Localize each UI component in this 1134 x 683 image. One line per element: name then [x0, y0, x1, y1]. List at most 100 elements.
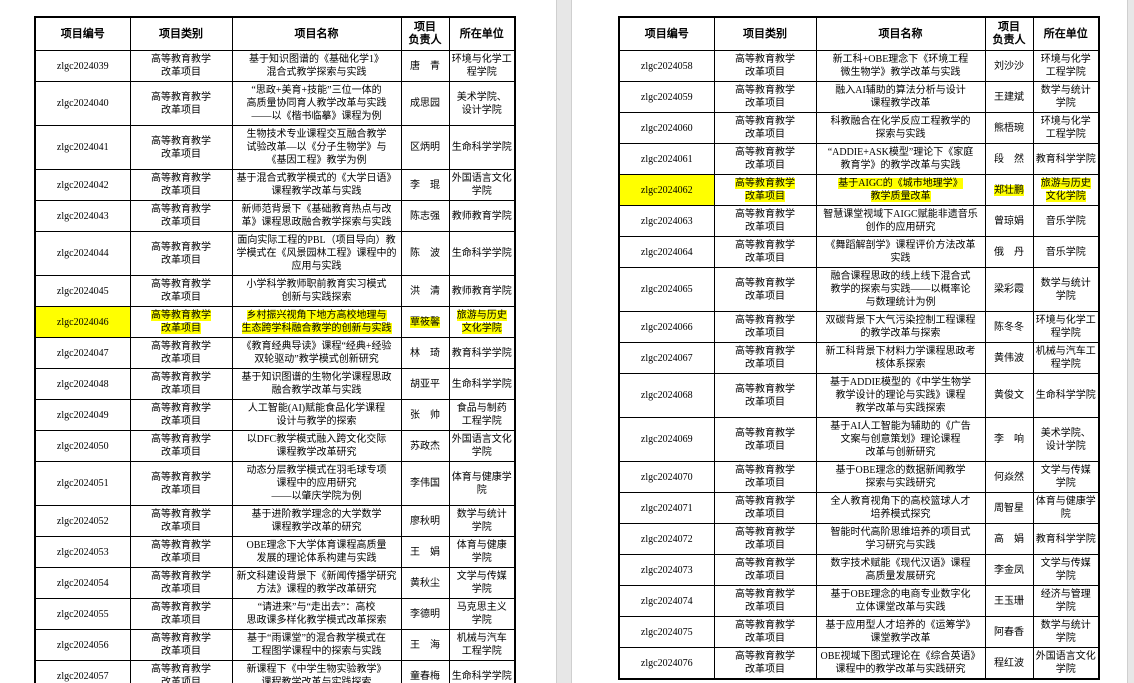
project-id-cell-text: zlgc2024059	[640, 91, 693, 103]
category-cell-text: 高等教育教学 改革项目	[735, 558, 795, 582]
project-id-cell: zlgc2024066	[618, 311, 715, 343]
unit-cell: 文学与传媒 学院	[1032, 461, 1100, 493]
unit-cell-text: 环境与化学 工程学院	[1040, 116, 1091, 140]
category-cell: 高等教育教学 改革项目	[129, 629, 233, 661]
name-cell: 基于OBE理念的数据新闻教学 探索与实践研究	[815, 461, 986, 493]
unit-cell-text: 食品与制药 工程学院	[456, 403, 507, 427]
unit-cell-text: 教育科学学院	[451, 347, 512, 359]
name-cell-text: 基于ADDIE模型的《中学生物学 教学设计的理论与实践》课程 教学改革与实践探索	[829, 377, 972, 414]
leader-cell: 熊梧琬	[984, 112, 1034, 144]
project-id-cell-text: zlgc2024070	[640, 471, 693, 483]
unit-cell-text: 数学与统计 学院	[456, 509, 507, 533]
leader-cell-text: 苏政杰	[410, 440, 440, 452]
column-header: 项目名称	[815, 16, 986, 51]
project-id-cell: zlgc2024067	[618, 342, 715, 374]
table-row: zlgc2024050 高等教育教学 改革项目 以DFC教学模式融入跨文化交际 课程…	[34, 430, 516, 462]
column-header: 项目 负责人	[400, 16, 450, 51]
unit-cell: 教育科学学院	[1032, 523, 1100, 555]
unit-cell: 生命科学学院	[448, 660, 516, 683]
unit-cell-text: 体育与健康学 院	[451, 471, 512, 496]
name-cell-text: “思政+美育+技能”三位一体的 高质量协同育人教学改革与实践 ——以《楷书临摹》…	[246, 85, 387, 122]
unit-cell: 美术学院、 设计学院	[1032, 417, 1100, 462]
name-cell: 新文科建设背景下《新闻传播学研究 方法》课程的教学改革研究	[231, 567, 402, 599]
project-id-cell: zlgc2024062	[618, 174, 715, 206]
leader-cell: 程红波	[984, 647, 1034, 680]
name-cell: 动态分层教学模式在羽毛球专项 课程中的应用研究 ——以肇庆学院为例	[231, 461, 402, 506]
project-id-cell: zlgc2024075	[618, 616, 715, 648]
table-row: zlgc2024076 高等教育教学 改革项目 OBE视域下图式理论在《综合英语》 …	[618, 647, 1100, 680]
category-cell: 高等教育教学 改革项目	[129, 505, 233, 537]
leader-cell: 苏政杰	[400, 430, 450, 462]
name-cell: 融入AI辅助的算法分析与设计 课程教学改革	[815, 81, 986, 113]
category-cell-text: 高等教育教学 改革项目	[735, 147, 795, 171]
leader-cell: 王 娟	[400, 536, 450, 568]
name-cell-text: 基于应用型人才培养的《运筹学》 课堂教学改革	[825, 620, 976, 644]
unit-cell: 环境与化学 工程学院	[1032, 50, 1100, 82]
project-id-cell: zlgc2024069	[618, 417, 715, 462]
unit-cell-text: 生命科学学院	[1035, 390, 1096, 401]
project-id-cell: zlgc2024049	[34, 399, 131, 431]
project-id-cell: zlgc2024071	[618, 492, 715, 524]
category-cell-text: 高等教育教学 改革项目	[151, 54, 211, 78]
project-id-cell-text: zlgc2024061	[640, 153, 693, 165]
name-cell-text: 《教育经典导读》课程“经典+经验 双轮驱动”教学模式创新研究	[241, 341, 392, 365]
table-row: zlgc2024061 高等教育教学 改革项目 “ADDIE+ASK模型”理论下《家…	[618, 143, 1100, 175]
unit-cell-text: 数学与统计 学院	[1040, 85, 1091, 109]
category-cell: 高等教育教学 改革项目	[129, 399, 233, 431]
table-row: zlgc2024074 高等教育教学 改革项目 基于OBE理念的电商专业数字化 立体…	[618, 585, 1100, 617]
table-row: zlgc2024042 高等教育教学 改革项目 基于混合式教学模式的《大学日语》 课…	[34, 169, 516, 201]
category-cell: 高等教育教学 改革项目	[713, 523, 817, 555]
leader-cell: 陈冬冬	[984, 311, 1034, 343]
leader-cell-text: 王 娟	[410, 546, 440, 558]
project-id-cell: zlgc2024053	[34, 536, 131, 568]
category-cell: 高等教育教学 改革项目	[713, 267, 817, 312]
category-cell-text: 高等教育教学 改革项目	[735, 383, 795, 408]
name-cell: 智能时代高阶思维培养的项目式 学习研究与实践	[815, 523, 986, 555]
leader-cell: 王 海	[400, 629, 450, 661]
name-cell-text: 面向实际工程的PBL（项目导向）教 学模式在《风景园林工程》课程中的 应用与实践	[236, 235, 397, 272]
unit-cell: 教育科学学院	[1032, 143, 1100, 175]
name-cell: 双碳背景下大气污染控制工程课程 的教学改革与探索	[815, 311, 986, 343]
leader-cell-text: 俄 丹	[994, 246, 1024, 258]
table-row: zlgc2024044 高等教育教学 改革项目 面向实际工程的PBL（项目导向）教 …	[34, 231, 516, 276]
project-id-cell-text: zlgc2024068	[640, 390, 693, 401]
unit-cell: 经济与管理 学院	[1032, 585, 1100, 617]
leader-cell-text: 黄伟波	[994, 352, 1024, 364]
leader-cell: 阿春香	[984, 616, 1034, 648]
name-cell-text: OBE视域下图式理论在《综合英语》 课程中的教学改革与实践研究	[820, 651, 981, 675]
category-cell: 高等教育教学 改革项目	[129, 337, 233, 369]
name-cell: 新课程下《中学生物实验教学》 课程教学改革与实践探索	[231, 660, 402, 683]
leader-cell: 高 娟	[984, 523, 1034, 555]
leader-cell: 周智星	[984, 492, 1034, 524]
project-id-cell: zlgc2024044	[34, 231, 131, 276]
unit-cell: 生命科学学院	[448, 231, 516, 276]
column-header: 项目编号	[618, 16, 715, 51]
category-cell: 高等教育教学 改革项目	[713, 373, 817, 418]
name-cell-text: 融入AI辅助的算法分析与设计 课程教学改革	[835, 85, 966, 109]
project-id-cell-text: zlgc2024055	[56, 608, 109, 620]
page-divider	[556, 0, 572, 683]
leader-cell-text: 熊梧琬	[994, 122, 1024, 134]
project-id-cell-text: zlgc2024066	[640, 321, 693, 333]
unit-cell-text: 环境与化学工 程学院	[1035, 315, 1096, 339]
table-row: zlgc2024062 高等教育教学 改革项目 基于AIGC的《城市地理学》 教学质…	[618, 174, 1100, 206]
category-cell: 高等教育教学 改革项目	[129, 306, 233, 338]
category-cell-text: 高等教育教学 改革项目	[151, 135, 211, 160]
category-cell-text: 高等教育教学 改革项目	[735, 178, 795, 202]
header-row: 项目编号 项目类别 项目名称 项目 负责人 所在单位	[618, 16, 1100, 51]
leader-cell: 李德明	[400, 598, 450, 630]
leader-cell: 胡亚平	[400, 368, 450, 400]
name-cell: “请进来”与“走出去”：高校 思政课多样化教学模式改革探索	[231, 598, 402, 630]
category-cell-text: 高等教育教学 改革项目	[151, 664, 211, 683]
leader-cell-text: 刘沙沙	[994, 60, 1024, 72]
category-cell: 高等教育教学 改革项目	[713, 647, 817, 680]
name-cell-text: 新工科背景下材料力学课程思政考 核体系探索	[825, 346, 976, 370]
table-row: zlgc2024053 高等教育教学 改革项目 OBE理念下大学体育课程高质量 发展…	[34, 536, 516, 568]
project-id-cell-text: zlgc2024053	[56, 546, 109, 558]
column-header: 所在单位	[1032, 16, 1100, 51]
leader-cell: 王玉珊	[984, 585, 1034, 617]
project-id-cell-text: zlgc2024065	[640, 284, 693, 295]
project-id-cell-text: zlgc2024045	[56, 285, 109, 297]
name-cell-text: 生物技术专业课程交互融合教学 试验改革—以《分子生物学》与 《基因工程》教学为例	[246, 129, 387, 166]
leader-cell: 郑壮鹏	[984, 174, 1034, 206]
